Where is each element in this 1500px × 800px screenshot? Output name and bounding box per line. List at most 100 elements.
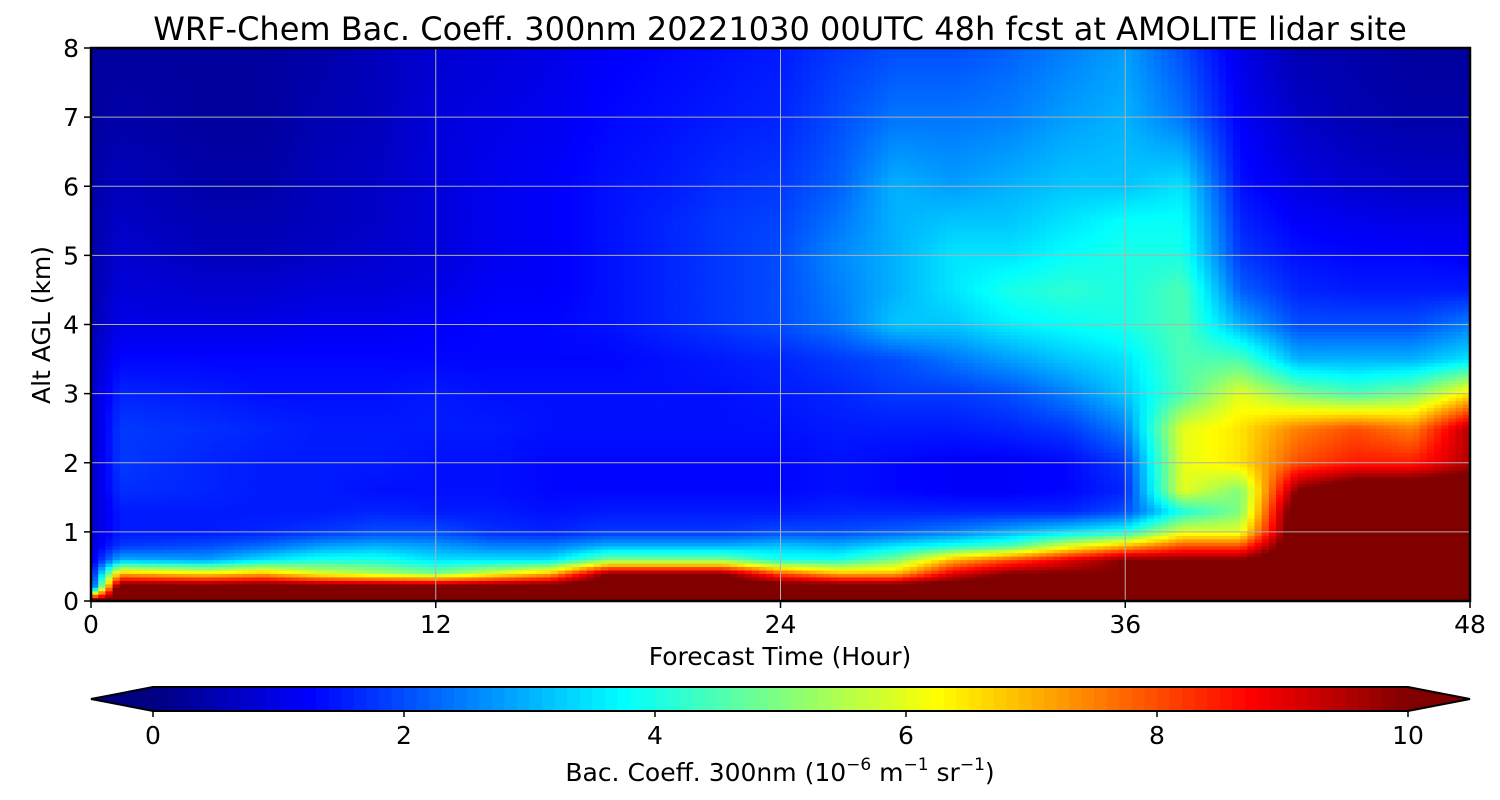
heatmap-cell xyxy=(1219,584,1227,588)
heatmap-cell xyxy=(845,518,853,522)
heatmap-cell xyxy=(946,511,954,515)
heatmap-cell xyxy=(350,511,358,515)
heatmap-cell xyxy=(572,522,580,526)
heatmap-cell xyxy=(888,556,896,560)
heatmap-cell xyxy=(1334,566,1342,570)
heatmap-cell xyxy=(321,577,329,581)
heatmap-cell xyxy=(1276,591,1284,595)
heatmap-cell xyxy=(1413,573,1421,577)
heatmap-cell xyxy=(1197,573,1205,577)
heatmap-cell xyxy=(903,577,911,581)
heatmap-cell xyxy=(1319,556,1327,560)
heatmap-cell xyxy=(579,584,587,588)
heatmap-cell xyxy=(615,563,623,567)
heatmap-cell xyxy=(917,549,925,553)
heatmap-cell xyxy=(271,549,279,553)
heatmap-cell xyxy=(213,577,221,581)
heatmap-cell xyxy=(543,573,551,577)
heatmap-cell xyxy=(500,518,508,522)
heatmap-cell xyxy=(1369,522,1377,526)
heatmap-cell xyxy=(917,584,925,588)
heatmap-cell xyxy=(400,522,408,526)
heatmap-cell xyxy=(371,556,379,560)
heatmap-cell xyxy=(1434,546,1442,550)
heatmap-cell xyxy=(701,556,709,560)
heatmap-cell xyxy=(1053,584,1061,588)
heatmap-cell xyxy=(378,577,386,581)
heatmap-cell xyxy=(673,539,681,543)
heatmap-cell xyxy=(1312,566,1320,570)
heatmap-cell xyxy=(213,546,221,550)
heatmap-cell xyxy=(888,511,896,515)
heatmap-cell xyxy=(127,577,135,581)
heatmap-cell xyxy=(917,577,925,581)
heatmap-cell xyxy=(184,539,192,543)
heatmap-cell xyxy=(1197,522,1205,526)
heatmap-cell xyxy=(845,573,853,577)
heatmap-cell xyxy=(429,549,437,553)
heatmap-cell xyxy=(1061,518,1069,522)
heatmap-cell xyxy=(651,549,659,553)
heatmap-cell xyxy=(515,594,523,598)
heatmap-cell xyxy=(328,591,336,595)
heatmap-cell xyxy=(105,539,113,543)
heatmap-cell xyxy=(737,556,745,560)
heatmap-cell xyxy=(464,584,472,588)
heatmap-cell xyxy=(759,577,767,581)
heatmap-cell xyxy=(1377,518,1385,522)
heatmap-cell xyxy=(1161,532,1169,536)
heatmap-cell xyxy=(1219,532,1227,536)
heatmap-cell xyxy=(587,584,595,588)
heatmap-cell xyxy=(903,546,911,550)
heatmap-cell xyxy=(271,566,279,570)
heatmap-cell xyxy=(105,573,113,577)
heatmap-cell xyxy=(680,573,688,577)
heatmap-cell xyxy=(709,577,717,581)
heatmap-cell xyxy=(1183,591,1191,595)
heatmap-cell xyxy=(1003,566,1011,570)
heatmap-cell xyxy=(249,584,257,588)
heatmap-cell xyxy=(1262,591,1270,595)
heatmap-cell xyxy=(701,591,709,595)
heatmap-cell xyxy=(1140,511,1148,515)
heatmap-cell xyxy=(184,518,192,522)
heatmap-cell xyxy=(98,591,106,595)
heatmap-cell xyxy=(759,566,767,570)
heatmap-cell xyxy=(903,539,911,543)
heatmap-cell xyxy=(1219,511,1227,515)
heatmap-cell xyxy=(781,546,789,550)
heatmap-cell xyxy=(1053,549,1061,553)
heatmap-cell xyxy=(184,532,192,536)
heatmap-cell xyxy=(1391,566,1399,570)
heatmap-cell xyxy=(1118,522,1126,526)
heatmap-cell xyxy=(306,566,314,570)
heatmap-cell xyxy=(1046,518,1054,522)
heatmap-cell xyxy=(680,518,688,522)
heatmap-cell xyxy=(860,577,868,581)
heatmap-cell xyxy=(98,546,106,550)
heatmap-cell xyxy=(177,549,185,553)
heatmap-cell xyxy=(156,539,164,543)
heatmap-cell xyxy=(1298,549,1306,553)
heatmap-cell xyxy=(1240,549,1248,553)
heatmap-cell xyxy=(357,532,365,536)
heatmap-cell xyxy=(1420,563,1428,567)
heatmap-cell xyxy=(1018,584,1026,588)
heatmap-cell xyxy=(342,546,350,550)
heatmap-cell xyxy=(1456,522,1464,526)
heatmap-cell xyxy=(737,546,745,550)
heatmap-cell xyxy=(1441,563,1449,567)
heatmap-cell xyxy=(1391,549,1399,553)
heatmap-cell xyxy=(543,546,551,550)
heatmap-cell xyxy=(342,566,350,570)
heatmap-cell xyxy=(192,522,200,526)
heatmap-cell xyxy=(177,556,185,560)
heatmap-cell xyxy=(1147,573,1155,577)
heatmap-cell xyxy=(1405,566,1413,570)
heatmap-cell xyxy=(464,573,472,577)
heatmap-cell xyxy=(1413,511,1421,515)
heatmap-cell xyxy=(1369,563,1377,567)
heatmap-cell xyxy=(500,549,508,553)
heatmap-cell xyxy=(587,518,595,522)
heatmap-cell xyxy=(881,546,889,550)
